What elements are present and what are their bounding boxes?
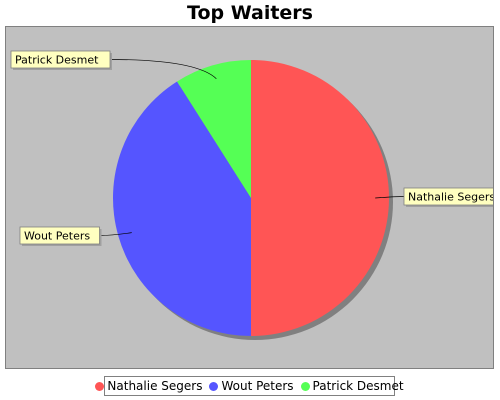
pie-slice-nathalie-segers	[251, 60, 389, 336]
label-text-wout-peters: Wout Peters	[24, 230, 90, 243]
chart-title: Top Waiters	[187, 2, 313, 24]
legend: Nathalie Segers Wout Peters Patrick Desmet	[95, 376, 404, 396]
legend-swatch-wout-peters	[209, 381, 219, 391]
plot-area: Nathalie Segers Wout Peters Patrick Desmet	[5, 26, 494, 369]
label-text-nathalie-segers: Nathalie Segers	[408, 191, 493, 204]
legend-label-patrick-desmet: Patrick Desmet	[312, 379, 404, 393]
label-connector-wout-peters	[99, 232, 132, 236]
legend-swatch-nathalie-segers	[95, 381, 105, 391]
label-connector-nathalie-segers	[375, 196, 405, 199]
label-connector-patrick-desmet	[109, 59, 217, 79]
legend-item-wout-peters: Wout Peters	[209, 379, 294, 393]
pie-chart: Nathalie Segers Wout Peters Patrick Desmet	[10, 50, 493, 340]
label-box-nathalie-segers	[403, 187, 493, 206]
label-box-patrick-desmet	[10, 50, 111, 69]
legend-label-wout-peters: Wout Peters	[221, 379, 294, 393]
label-text-patrick-desmet: Patrick Desmet	[15, 54, 99, 67]
label-box-wout-peters	[19, 226, 100, 245]
pie-slice-wout-peters	[113, 81, 251, 336]
legend-label-nathalie-segers: Nathalie Segers	[107, 379, 203, 393]
pie-slice-patrick-desmet	[177, 60, 251, 198]
legend-item-patrick-desmet: Patrick Desmet	[300, 379, 404, 393]
legend-item-nathalie-segers: Nathalie Segers	[95, 379, 202, 393]
legend-swatch-patrick-desmet	[300, 381, 310, 391]
